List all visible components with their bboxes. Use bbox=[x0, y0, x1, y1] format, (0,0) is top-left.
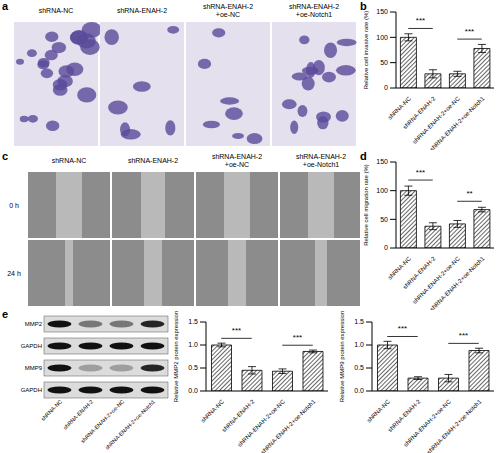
svg-text:shRNA-NC: shRNA-NC bbox=[39, 7, 74, 14]
svg-text:***: *** bbox=[416, 168, 425, 177]
svg-text:+oe-Notch1: +oe-Notch1 bbox=[303, 161, 339, 168]
svg-text:150: 150 bbox=[376, 8, 388, 15]
svg-text:***: *** bbox=[416, 16, 425, 25]
svg-text:0: 0 bbox=[384, 244, 388, 251]
svg-text:0.0: 0.0 bbox=[354, 387, 364, 394]
svg-text:***: *** bbox=[465, 27, 474, 36]
svg-text:shRNA-NC: shRNA-NC bbox=[40, 398, 63, 421]
svg-text:MMP2: MMP2 bbox=[25, 321, 43, 327]
svg-text:+oe-Notch1: +oe-Notch1 bbox=[296, 11, 332, 18]
svg-text:shRNA-NC: shRNA-NC bbox=[387, 95, 413, 121]
svg-text:Relative MMP2 protein expressi: Relative MMP2 protein expression bbox=[173, 311, 179, 402]
svg-text:0.0: 0.0 bbox=[188, 387, 198, 394]
svg-text:shRNA-ENAH-2+oe-NC: shRNA-ENAH-2+oe-NC bbox=[79, 398, 126, 445]
svg-text:**: ** bbox=[466, 189, 472, 198]
svg-text:shRNA-ENAH-2+oe-NC: shRNA-ENAH-2+oe-NC bbox=[412, 255, 462, 305]
svg-text:shRNA-ENAH-2+oe-NC: shRNA-ENAH-2+oe-NC bbox=[412, 95, 462, 145]
html-text:e: e bbox=[2, 308, 9, 320]
svg-text:GAPDH: GAPDH bbox=[21, 387, 42, 393]
svg-text:50: 50 bbox=[380, 59, 388, 66]
svg-text:shRNA-ENAH-2: shRNA-ENAH-2 bbox=[203, 3, 253, 10]
svg-text:1.5: 1.5 bbox=[354, 318, 364, 325]
svg-text:shRNA-ENAH-2: shRNA-ENAH-2 bbox=[296, 153, 346, 160]
svg-text:0.5: 0.5 bbox=[188, 364, 198, 371]
svg-text:shRNA-ENAH-2+oe-Notch1: shRNA-ENAH-2+oe-Notch1 bbox=[260, 398, 317, 453]
svg-text:100: 100 bbox=[376, 34, 388, 41]
svg-text:shRNA-NC: shRNA-NC bbox=[200, 398, 226, 424]
svg-text:0: 0 bbox=[384, 84, 388, 91]
svg-text:0 h: 0 h bbox=[9, 202, 19, 209]
svg-text:shRNA-ENAH-2+oe-Notch1: shRNA-ENAH-2+oe-Notch1 bbox=[426, 398, 483, 453]
svg-text:shRNA-NC: shRNA-NC bbox=[52, 157, 87, 164]
svg-text:Relative MMP9 protein expressi: Relative MMP9 protein expression bbox=[339, 311, 345, 402]
svg-text:1.5: 1.5 bbox=[188, 318, 198, 325]
svg-text:shRNA-ENAH-2+oe-Notch1: shRNA-ENAH-2+oe-Notch1 bbox=[429, 255, 486, 310]
html-text:b: b bbox=[360, 0, 367, 12]
svg-text:shRNA-ENAH-2: shRNA-ENAH-2 bbox=[221, 398, 256, 433]
html-text:d: d bbox=[360, 150, 367, 162]
svg-text:shRNA-ENAH-2: shRNA-ENAH-2 bbox=[387, 398, 422, 433]
svg-text:24 h: 24 h bbox=[8, 270, 21, 277]
svg-text:shRNA-ENAH-2: shRNA-ENAH-2 bbox=[62, 398, 94, 430]
svg-text:***: *** bbox=[232, 326, 241, 335]
svg-text:shRNA-ENAH-2+oe-NC: shRNA-ENAH-2+oe-NC bbox=[403, 398, 453, 448]
svg-text:Relative cell invasive rate (%: Relative cell invasive rate (%) bbox=[363, 11, 369, 90]
svg-text:GAPDH: GAPDH bbox=[21, 343, 42, 349]
svg-text:shRNA-ENAH-2: shRNA-ENAH-2 bbox=[117, 7, 167, 14]
svg-text:shRNA-ENAH-2: shRNA-ENAH-2 bbox=[212, 153, 262, 160]
svg-text:0.5: 0.5 bbox=[354, 364, 364, 371]
svg-text:100: 100 bbox=[376, 187, 388, 194]
svg-text:***: *** bbox=[459, 331, 468, 340]
svg-text:shRNA-ENAH-2: shRNA-ENAH-2 bbox=[289, 3, 339, 10]
svg-text:shRNA-NC: shRNA-NC bbox=[387, 255, 413, 281]
svg-text:shRNA-ENAH-2+oe-Notch1: shRNA-ENAH-2+oe-Notch1 bbox=[429, 95, 486, 150]
svg-text:+oe-NC: +oe-NC bbox=[216, 11, 240, 18]
svg-text:MMP9: MMP9 bbox=[25, 365, 43, 371]
svg-text:shRNA-ENAH-2+oe-NC: shRNA-ENAH-2+oe-NC bbox=[237, 398, 287, 448]
svg-text:1.0: 1.0 bbox=[354, 341, 364, 348]
html-text:c: c bbox=[2, 150, 9, 162]
svg-text:shRNA-NC: shRNA-NC bbox=[366, 398, 392, 424]
svg-text:Relative cell migration rate (: Relative cell migration rate (%) bbox=[363, 164, 369, 246]
svg-text:50: 50 bbox=[380, 216, 388, 223]
svg-text:shRNA-ENAH-2: shRNA-ENAH-2 bbox=[128, 157, 178, 164]
svg-text:***: *** bbox=[398, 324, 407, 333]
svg-text:1.0: 1.0 bbox=[188, 341, 198, 348]
svg-text:***: *** bbox=[293, 333, 302, 342]
svg-text:150: 150 bbox=[376, 158, 388, 165]
html-text:a: a bbox=[2, 0, 9, 12]
svg-text:shRNA-ENAH-2+oe-Notch1: shRNA-ENAH-2+oe-Notch1 bbox=[104, 398, 156, 450]
svg-text:+oe-NC: +oe-NC bbox=[225, 161, 249, 168]
